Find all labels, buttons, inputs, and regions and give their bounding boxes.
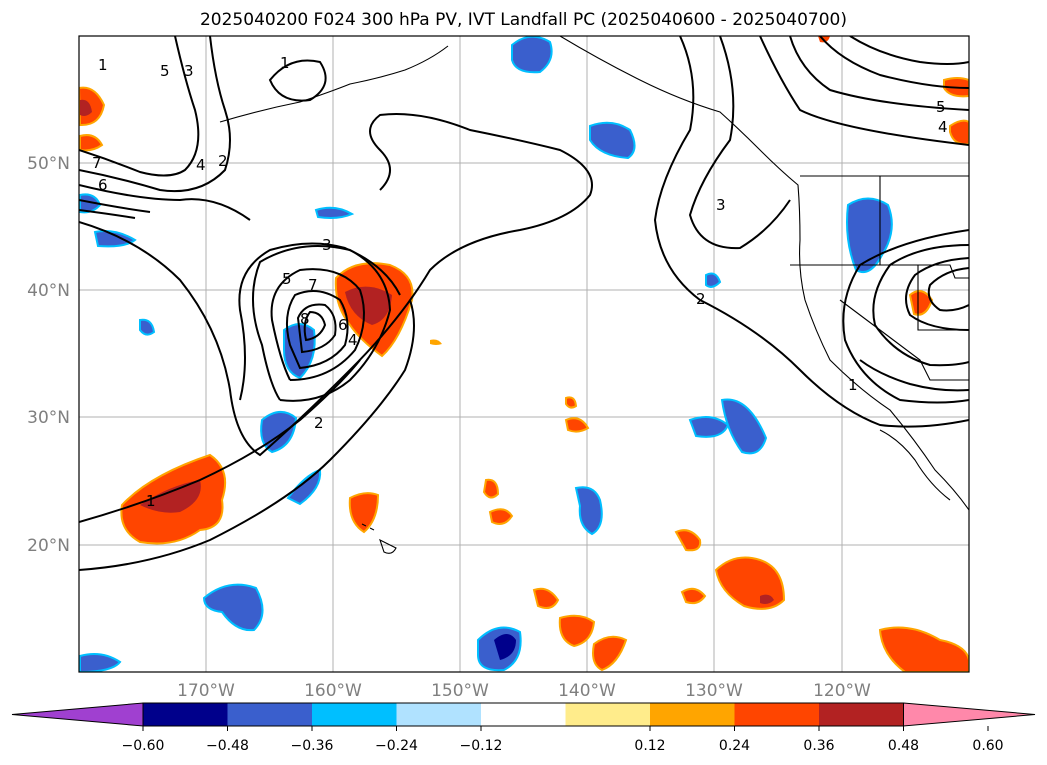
contour-label: 1 bbox=[848, 376, 858, 394]
contour-label: 7 bbox=[92, 154, 102, 172]
colorbar-segment bbox=[397, 703, 482, 726]
lon-label: 140°W bbox=[558, 681, 616, 701]
colorbar-tick-labels: −0.60 −0.48 −0.36 −0.24 −0.12 0.12 0.24 0.36 0.4… bbox=[122, 738, 1004, 754]
contour-label: 2 bbox=[218, 152, 228, 170]
contour-label: 6 bbox=[338, 316, 348, 334]
colorbar-extension-low bbox=[12, 703, 143, 726]
colorbar-tick-label: 0.24 bbox=[719, 738, 750, 754]
colorbar-tick-label: 0.48 bbox=[888, 738, 919, 754]
contour-label: 3 bbox=[184, 62, 194, 80]
map-frame bbox=[79, 36, 969, 672]
colorbar-segment bbox=[735, 703, 820, 726]
map-figure: 1 2 3 4 5 6 7 8 1 2 3 4 5 6 7 1 2 3 4 5 … bbox=[0, 0, 1047, 765]
lon-label: 130°W bbox=[685, 681, 743, 701]
contour-label: 3 bbox=[716, 196, 726, 214]
pv-negative-area bbox=[512, 37, 552, 73]
longitude-labels: 170°W 160°W 150°W 140°W 130°W 120°W bbox=[177, 681, 871, 701]
lon-label: 160°W bbox=[304, 681, 362, 701]
contour-label: 4 bbox=[196, 156, 206, 174]
contour-label: 1 bbox=[146, 492, 156, 510]
contour-label: 4 bbox=[938, 118, 948, 136]
contour-label: 5 bbox=[936, 98, 946, 116]
contour-label: 1 bbox=[98, 56, 108, 74]
contour-label: 3 bbox=[322, 236, 332, 254]
colorbar-tick-label: 0.36 bbox=[803, 738, 834, 754]
colorbar-segment bbox=[566, 703, 651, 726]
colorbar-tick-label: 0.60 bbox=[972, 738, 1003, 754]
colorbar-segment bbox=[312, 703, 397, 726]
colorbar-segment bbox=[143, 703, 228, 726]
contour-label: 5 bbox=[160, 62, 170, 80]
pv-positive-area bbox=[566, 397, 576, 407]
lat-label: 40°N bbox=[27, 281, 70, 301]
lat-label: 20°N bbox=[27, 536, 70, 556]
contour-label: 7 bbox=[308, 276, 318, 294]
lon-label: 120°W bbox=[813, 681, 871, 701]
lat-label: 50°N bbox=[27, 154, 70, 174]
colorbar-tick-label: 0.12 bbox=[634, 738, 665, 754]
colorbar-extension-high bbox=[904, 703, 1036, 726]
colorbar-segment bbox=[481, 703, 566, 726]
contour-label: 1 bbox=[280, 54, 290, 72]
lon-label: 170°W bbox=[177, 681, 235, 701]
latitude-labels: 50°N 40°N 30°N 20°N bbox=[27, 154, 70, 556]
lat-label: 30°N bbox=[27, 408, 70, 428]
lon-label: 150°W bbox=[431, 681, 489, 701]
colorbar-tick-label: −0.36 bbox=[291, 738, 334, 754]
colorbar bbox=[12, 703, 1035, 731]
colorbar-tick-label: −0.48 bbox=[206, 738, 249, 754]
colorbar-tick-label: −0.24 bbox=[375, 738, 418, 754]
contour-label: 5 bbox=[282, 270, 292, 288]
pv-positive-area bbox=[484, 480, 498, 498]
colorbar-tick-label: −0.12 bbox=[460, 738, 503, 754]
contour-label: 2 bbox=[314, 414, 324, 432]
colorbar-segment bbox=[819, 703, 904, 726]
colorbar-segment bbox=[650, 703, 735, 726]
contour-label: 2 bbox=[696, 290, 706, 308]
colorbar-tick-label: −0.60 bbox=[122, 738, 165, 754]
contour-label: 8 bbox=[300, 310, 310, 328]
contour-label: 4 bbox=[348, 331, 358, 349]
contour-label: 6 bbox=[98, 176, 108, 194]
colorbar-segment bbox=[228, 703, 313, 726]
